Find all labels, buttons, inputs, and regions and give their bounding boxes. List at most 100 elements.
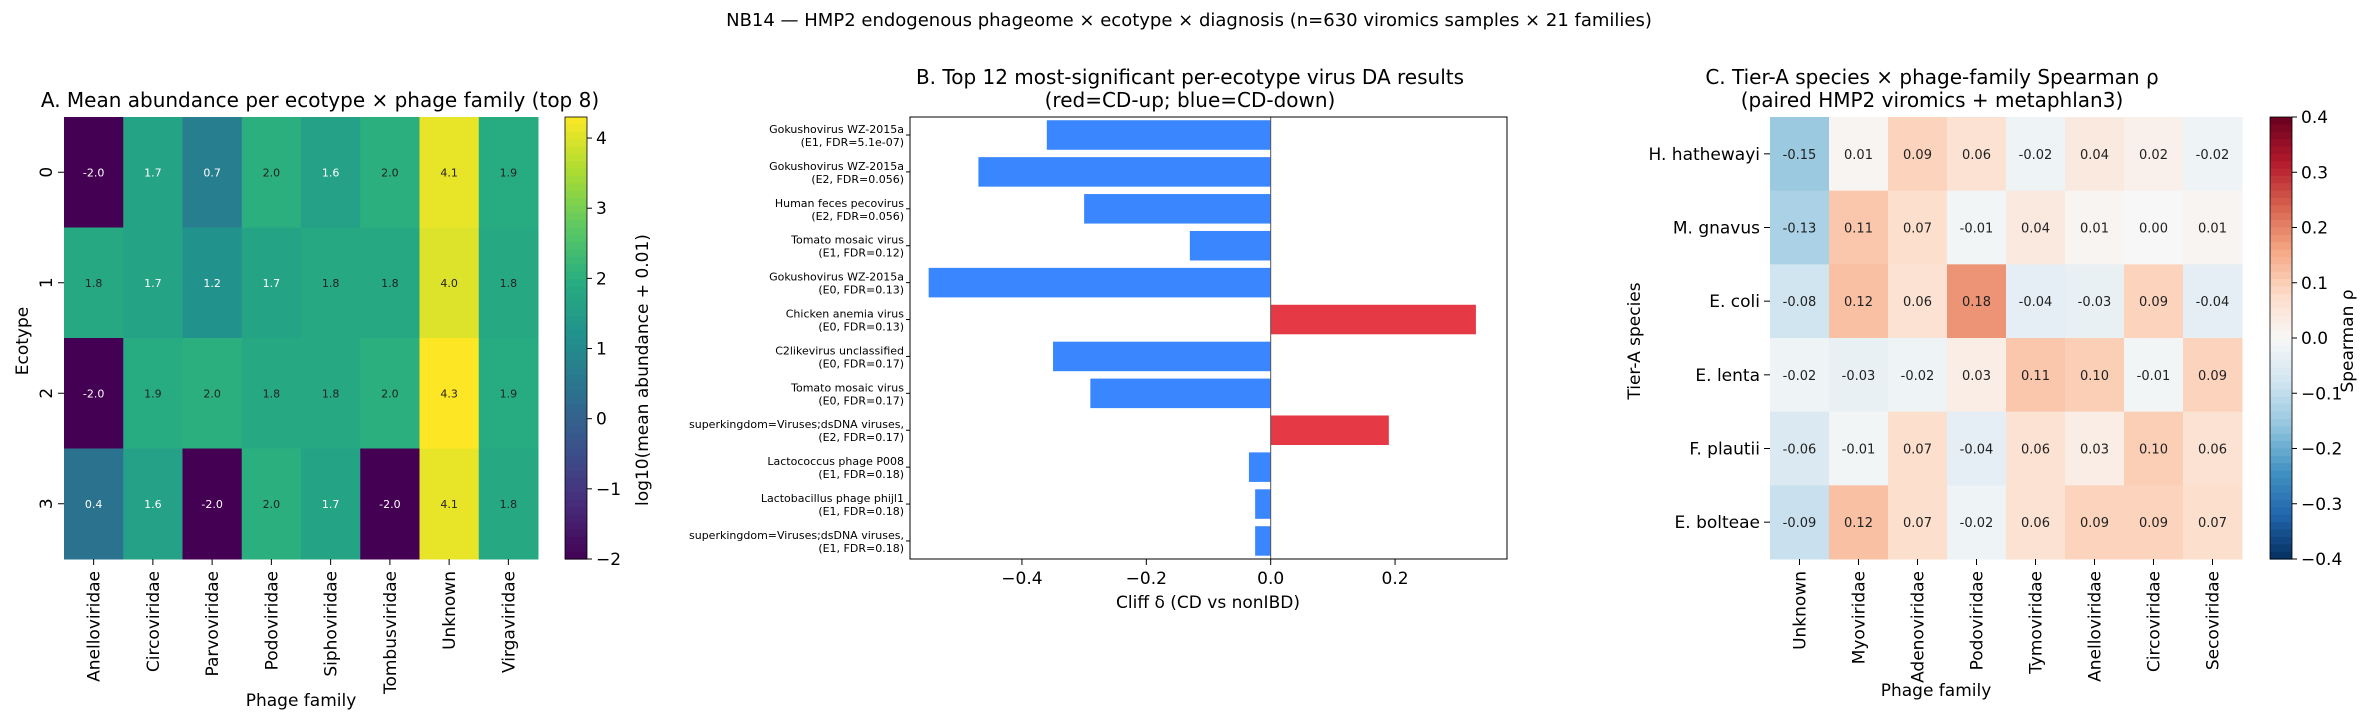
colorbar-segment — [565, 485, 587, 494]
colorbar-segment — [565, 212, 587, 221]
cell-value-label: -0.04 — [2196, 295, 2230, 310]
heatmap-cell — [301, 117, 361, 228]
cell-value-label: 0.07 — [1903, 443, 1932, 458]
colorbar-segment — [565, 175, 587, 184]
category-label-detail: (E1, FDR=5.1e-07) — [801, 136, 904, 149]
category-label: Tomato mosaic virus — [790, 381, 904, 394]
x-tick-label: 0.2 — [1382, 569, 1409, 589]
colorbar-segment — [565, 551, 587, 560]
bar — [928, 267, 1271, 298]
cell-value-label: 0.07 — [2198, 516, 2227, 531]
heatmap-cell — [301, 338, 361, 449]
category-label: Lactobacillus phage phijl1 — [761, 492, 904, 505]
colorbar-segment — [2270, 161, 2292, 170]
colorbar-segment — [565, 264, 587, 273]
colorbar-segment — [2270, 198, 2292, 206]
cell-value-label: 0.4 — [85, 498, 103, 511]
heatmap-cell — [360, 227, 420, 339]
cell-value-label: 1.9 — [500, 166, 518, 179]
heatmap-cell — [1770, 264, 1830, 339]
cell-value-label: 0.01 — [2080, 222, 2109, 237]
cell-value-label: 0.11 — [2021, 369, 2050, 384]
heatmap-cell — [1829, 117, 1889, 192]
colorbar-segment — [565, 441, 587, 450]
heatmap-cell — [1829, 411, 1889, 486]
colorbar-tick-label: −1 — [596, 480, 621, 500]
colorbar-segment — [565, 330, 587, 339]
colorbar-segment — [2270, 190, 2292, 199]
panel-c-title: C. Tier-A species × phage-family Spearma… — [1705, 65, 2158, 89]
heatmap-cell — [1888, 411, 1948, 486]
cell-value-label: 0.7 — [203, 166, 221, 179]
cell-value-label: -0.09 — [1783, 516, 1817, 531]
heatmap-cell — [1770, 190, 1830, 265]
heatmap-cell — [301, 448, 361, 560]
heatmap-cell — [182, 448, 243, 560]
heatmap-cell — [1947, 264, 2007, 339]
colorbar-segment — [565, 448, 587, 457]
cell-value-label: -0.03 — [2078, 295, 2112, 310]
colorbar-segment — [565, 205, 587, 214]
colorbar-tick-label: −2 — [596, 550, 621, 570]
cell-value-label: 4.0 — [440, 277, 458, 290]
cell-value-label: -0.13 — [1783, 222, 1817, 237]
colorbar-segment — [2270, 419, 2292, 427]
colorbar-segment — [2270, 234, 2292, 243]
heatmap-cell — [241, 227, 302, 339]
colorbar-segment — [565, 227, 587, 236]
heatmap-cell — [478, 448, 539, 560]
x-tick-label: Circoviridae — [2145, 571, 2165, 672]
y-tick-label: F. plautii — [1689, 440, 1760, 460]
cell-value-label: 1.7 — [263, 277, 281, 290]
colorbar-segment — [565, 529, 587, 538]
bar — [1090, 378, 1271, 409]
heatmap-cell — [2065, 190, 2125, 265]
cell-value-label: -0.08 — [1783, 295, 1817, 310]
colorbar-segment — [565, 198, 587, 206]
cell-value-label: 0.02 — [2139, 148, 2168, 163]
colorbar-segment — [2270, 293, 2292, 302]
bar — [1046, 120, 1271, 150]
colorbar-frame — [564, 116, 588, 560]
x-tick-label: Tymoviridae — [2027, 571, 2047, 675]
cell-value-label: 0.12 — [1844, 295, 1873, 310]
heatmap-cell — [2065, 485, 2125, 560]
cell-value-label: 0.06 — [1903, 295, 1932, 310]
category-label-detail: (E0, FDR=0.13) — [818, 321, 904, 334]
colorbar-segment — [565, 544, 587, 553]
colorbar-segment — [565, 338, 587, 346]
cell-value-label: 0.06 — [2198, 443, 2227, 458]
panel-c-cells: -0.15 0.01 0.09 0.06 -0.02 0.04 0.02 -0.02 -0.13… — [1770, 117, 2243, 560]
colorbar-segment — [2270, 455, 2292, 464]
category-label-detail: (E0, FDR=0.17) — [818, 357, 904, 370]
colorbar-segment — [2270, 367, 2292, 376]
panel-b-subtitle: (red=CD-up; blue=CD-down) — [1045, 88, 1336, 112]
cell-value-label: 2.0 — [263, 166, 281, 179]
colorbar-segment — [2270, 522, 2292, 531]
x-tick-label: 0.0 — [1257, 569, 1284, 589]
x-tick-label: Anelloviridae — [2086, 571, 2106, 682]
colorbar-segment — [565, 411, 587, 420]
colorbar-segment — [2270, 492, 2292, 501]
y-tick-label: 3 — [37, 498, 57, 509]
cell-value-label: 1.7 — [144, 277, 162, 290]
category-label: Gokushovirus WZ-2015a — [769, 271, 904, 284]
cell-value-label: -2.0 — [201, 498, 222, 511]
colorbar-segment — [565, 492, 587, 501]
colorbar-segment — [2270, 117, 2292, 125]
heatmap-cell — [1947, 190, 2007, 265]
colorbar-segment — [2270, 212, 2292, 221]
cell-value-label: 4.3 — [440, 387, 458, 400]
colorbar-segment — [2270, 470, 2292, 479]
cell-value-label: -0.02 — [2019, 148, 2053, 163]
suptitle: NB14 — HMP2 endogenous phageome × ecotyp… — [726, 10, 1652, 31]
colorbar-segment — [565, 161, 587, 170]
heatmap-cell — [123, 117, 183, 228]
heatmap-cell — [2183, 411, 2243, 486]
heatmap-cell — [182, 338, 243, 449]
colorbar-segment — [2270, 286, 2292, 295]
colorbar-segment — [565, 345, 587, 354]
category-label: Gokushovirus WZ-2015a — [769, 160, 904, 173]
colorbar-segment — [565, 536, 587, 545]
